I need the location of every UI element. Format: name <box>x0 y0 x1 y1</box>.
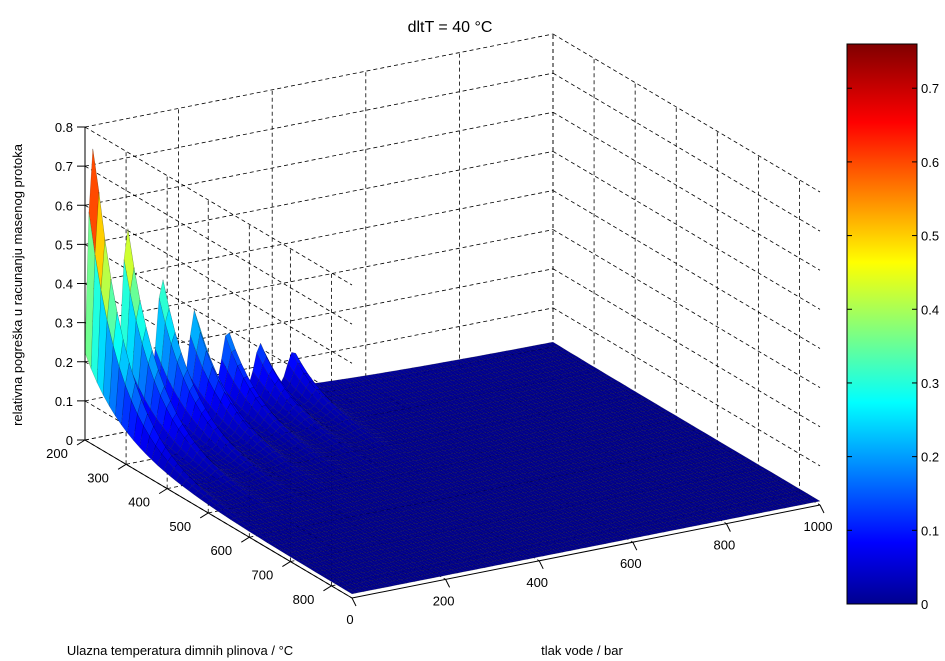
grid-line <box>552 190 821 349</box>
grid-line <box>84 72 554 167</box>
grid-line <box>84 150 554 245</box>
grid-line <box>552 229 821 388</box>
grid-line <box>84 204 353 364</box>
grid-line <box>84 190 554 284</box>
grid-line <box>552 307 821 467</box>
grid-line <box>552 151 821 310</box>
grid-line <box>84 229 554 324</box>
grid-line <box>84 111 554 206</box>
grid-line <box>84 165 353 325</box>
grid-line <box>84 126 353 286</box>
grid-line <box>552 72 821 232</box>
grid-line <box>552 33 821 193</box>
grid-line <box>84 33 554 128</box>
grid-line <box>552 268 821 428</box>
surface-plot <box>84 148 821 595</box>
grid-line <box>552 111 821 271</box>
